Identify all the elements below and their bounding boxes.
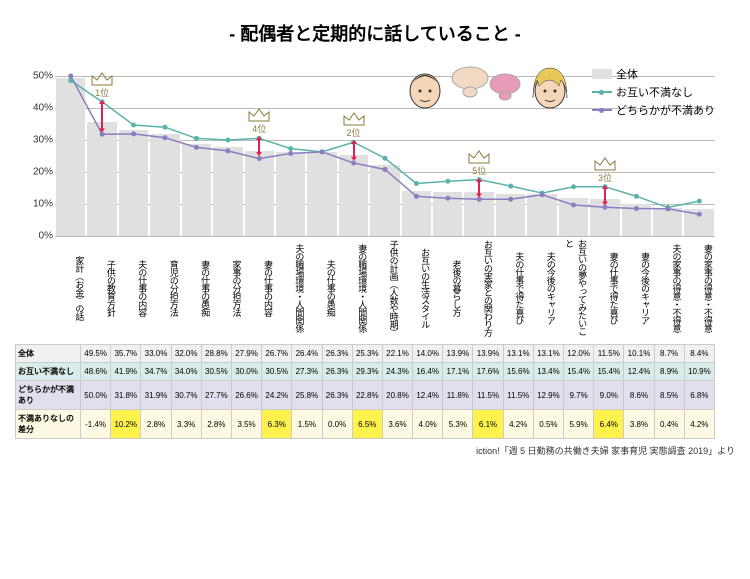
- diff-arrow: [97, 100, 107, 132]
- legend-item: どちらかが不満あり: [592, 102, 715, 118]
- category-label: 老後の暮らし方: [432, 236, 463, 336]
- category-label: 育児の分担方法: [149, 236, 180, 336]
- category-label: 妻の今後のキャリア: [621, 236, 652, 336]
- people-illustration: [395, 56, 595, 116]
- rank-crown: 4位: [248, 108, 270, 135]
- category-label: 夫の家事の得意・不得意: [652, 236, 683, 336]
- diff-arrow: [474, 178, 484, 198]
- category-label: お互いの生活スタイル: [401, 236, 432, 336]
- diff-arrow: [349, 140, 359, 161]
- rank-crown: 1位: [91, 72, 113, 99]
- diff-arrow: [600, 185, 610, 205]
- category-label: 夫の仕事の内容: [118, 236, 149, 336]
- category-label: 妻の仕事の内容: [244, 236, 275, 336]
- chart-area: 0%10%20%30%40%50% 家計（お金）の話子供の教育方針夫の仕事の内容…: [15, 56, 715, 336]
- category-label: 妻の家事の得意・不得意: [683, 236, 714, 336]
- category-label: お互いの実家との関わり方: [463, 236, 494, 336]
- category-label: 妻の仕事で得た喜び: [589, 236, 620, 336]
- legend-item: お互い不満なし: [592, 84, 715, 100]
- table-row: お互い不満なし48.6%41.9%34.7%34.0%30.5%30.0%30.…: [16, 363, 715, 381]
- table-row: 不満ありなしの差分-1.4%10.2%2.8%3.3%2.8%3.5%6.3%1…: [16, 410, 715, 439]
- diff-arrow: [254, 136, 264, 156]
- rank-crown: 2位: [343, 112, 365, 139]
- category-label: 妻の職場環境・人間関係: [338, 236, 369, 336]
- category-label: 夫の今後のキャリア: [526, 236, 557, 336]
- rank-crown: 3位: [594, 157, 616, 184]
- category-label: お互いの夢やってみたいこと: [558, 236, 589, 336]
- legend: 全体お互い不満なしどちらかが不満あり: [592, 66, 715, 120]
- category-label: 妻の仕事の愚痴: [181, 236, 212, 336]
- category-label: 家事の分担方法: [212, 236, 243, 336]
- chart-title: - 配偶者と定期的に話していること -: [15, 20, 735, 46]
- legend-item: 全体: [592, 66, 715, 82]
- category-label: 子供の計画（人数や時期）: [369, 236, 400, 336]
- category-label: 夫の仕事で得た喜び: [495, 236, 526, 336]
- category-labels: 家計（お金）の話子供の教育方針夫の仕事の内容育児の分担方法妻の仕事の愚痴家事の分…: [55, 236, 715, 336]
- category-label: 夫の仕事の愚痴: [306, 236, 337, 336]
- category-label: 夫の職場環境・人間関係: [275, 236, 306, 336]
- data-table: 全体49.5%35.7%33.0%32.0%28.8%27.9%26.7%26.…: [15, 344, 715, 439]
- table-row: 全体49.5%35.7%33.0%32.0%28.8%27.9%26.7%26.…: [16, 345, 715, 363]
- table-row: どちらかが不満あり50.0%31.8%31.9%30.7%27.7%26.6%2…: [16, 381, 715, 410]
- category-label: 家計（お金）の話: [55, 236, 86, 336]
- category-label: 子供の教育方針: [86, 236, 117, 336]
- source-citation: iction!「週 5 日勤務の共働き夫婦 家事育児 実態調査 2019」より: [15, 444, 735, 457]
- rank-crown: 5位: [468, 150, 490, 177]
